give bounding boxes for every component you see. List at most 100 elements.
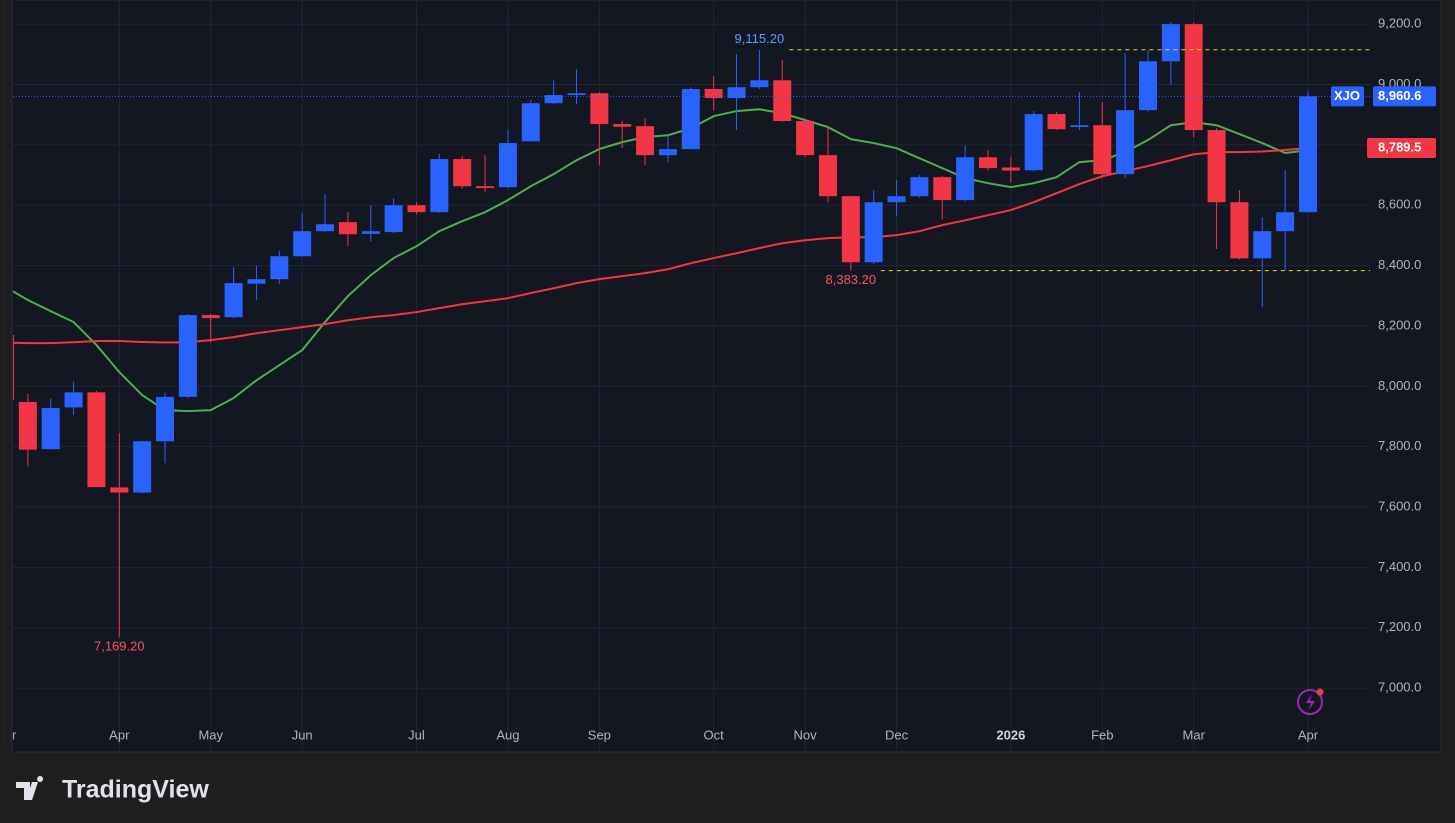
candle-body	[796, 121, 815, 156]
logo-icon	[16, 776, 44, 800]
candle-body	[910, 177, 929, 197]
candle-body	[681, 89, 700, 150]
candle-body	[933, 177, 952, 201]
candle-body	[41, 408, 60, 450]
chart-panel	[11, 0, 1442, 753]
candle-body	[773, 80, 792, 122]
extreme-label: 8,383.20	[826, 272, 877, 287]
x-tick-label: 2026	[996, 727, 1025, 742]
candle-body	[864, 202, 883, 263]
candle-body	[338, 222, 357, 235]
candle-body	[1276, 212, 1295, 232]
x-tick-label: Nov	[794, 727, 818, 742]
x-tick-label: Jul	[408, 727, 425, 742]
extreme-label: 7,169.20	[94, 638, 145, 653]
logo: TradingView	[16, 776, 209, 804]
candle-body	[704, 89, 723, 99]
y-tick-label: 8,000.0	[1378, 378, 1421, 393]
candle-body	[430, 159, 449, 213]
candle-body	[1230, 202, 1249, 259]
candle-body	[18, 402, 37, 450]
y-tick-label: 7,800.0	[1378, 438, 1421, 453]
candle-body	[590, 93, 609, 125]
candle-body	[270, 256, 289, 280]
candle-body	[224, 283, 243, 318]
extreme-label: 9,115.20	[735, 31, 785, 46]
candle-body	[476, 186, 495, 189]
candle-body	[1070, 125, 1089, 128]
y-tick-label: 8,400.0	[1378, 257, 1421, 272]
candle-body	[1024, 114, 1043, 171]
x-tick-label: Jun	[292, 727, 313, 742]
candle-body	[1139, 61, 1157, 111]
x-tick-label: Sep	[588, 727, 611, 742]
alert-dot[interactable]	[1316, 688, 1324, 696]
candle-body	[1207, 130, 1226, 203]
x-tick-label: Apr	[109, 727, 130, 742]
price-label: 8,960.6	[1378, 88, 1421, 103]
price-box	[1373, 86, 1436, 107]
candle-body	[727, 87, 746, 99]
candle-body	[658, 149, 677, 156]
candle-body	[1299, 96, 1318, 213]
brand: TradingView	[62, 776, 209, 804]
moving-average	[13, 108, 1309, 413]
x-tick-label: May	[198, 727, 223, 742]
candle-body	[384, 205, 403, 233]
candle-body	[247, 279, 266, 284]
candle-body	[156, 396, 175, 442]
moving-average	[13, 147, 1309, 345]
candle-body	[64, 392, 83, 408]
x-tick-label: Oct	[704, 727, 725, 742]
y-tick-label: 9,200.0	[1378, 16, 1421, 31]
ma-box	[1367, 138, 1436, 159]
candle-body	[956, 157, 975, 201]
alert-icon[interactable]	[1297, 688, 1324, 715]
symbol-box	[1331, 86, 1364, 107]
candle-body	[544, 95, 563, 104]
x-tick-label: Apr	[1298, 727, 1319, 742]
y-tick-label: 7,400.0	[1378, 559, 1421, 574]
candle-body	[293, 231, 312, 257]
candle-body	[201, 315, 220, 319]
candle-body	[1093, 125, 1112, 175]
candle-body	[1047, 114, 1066, 130]
candle-body	[750, 80, 769, 88]
x-tick-label: Aug	[496, 727, 519, 742]
candle-body	[407, 205, 426, 213]
x-tick-label: Mar	[1183, 727, 1206, 742]
y-tick-label: 8,600.0	[1378, 197, 1421, 212]
candle-body	[87, 392, 106, 488]
candle-body	[1001, 167, 1020, 171]
ma-label: 8,789.5	[1378, 139, 1421, 154]
x-tick-label: Mar	[0, 727, 17, 742]
candle-body	[841, 196, 860, 263]
plot-area	[13, 22, 1370, 638]
y-tick-label: 8,200.0	[1378, 317, 1421, 332]
candle-body	[1116, 110, 1135, 175]
candle-body	[13, 335, 14, 400]
candle-body	[1253, 231, 1272, 259]
candle-body	[636, 126, 655, 156]
y-tick-label: 7,200.0	[1378, 619, 1421, 634]
candle-body	[818, 155, 837, 197]
candle-body	[887, 196, 906, 203]
candle-body	[613, 124, 632, 127]
x-tick-label: Feb	[1091, 727, 1113, 742]
candle-body	[978, 157, 997, 169]
candle-body	[521, 103, 540, 142]
alert-bolt[interactable]	[1306, 694, 1315, 710]
candle-body	[133, 441, 152, 493]
candle-body	[110, 487, 129, 493]
candle-body	[178, 315, 197, 397]
candle-body	[1184, 24, 1203, 131]
x-tick-label: Dec	[885, 727, 909, 742]
candle-body	[453, 159, 472, 187]
candle-body	[567, 93, 586, 96]
y-tick-label: 7,600.0	[1378, 498, 1421, 513]
alert-circle[interactable]	[1297, 689, 1323, 715]
candle-body	[361, 231, 380, 234]
candle-body	[1161, 24, 1180, 62]
